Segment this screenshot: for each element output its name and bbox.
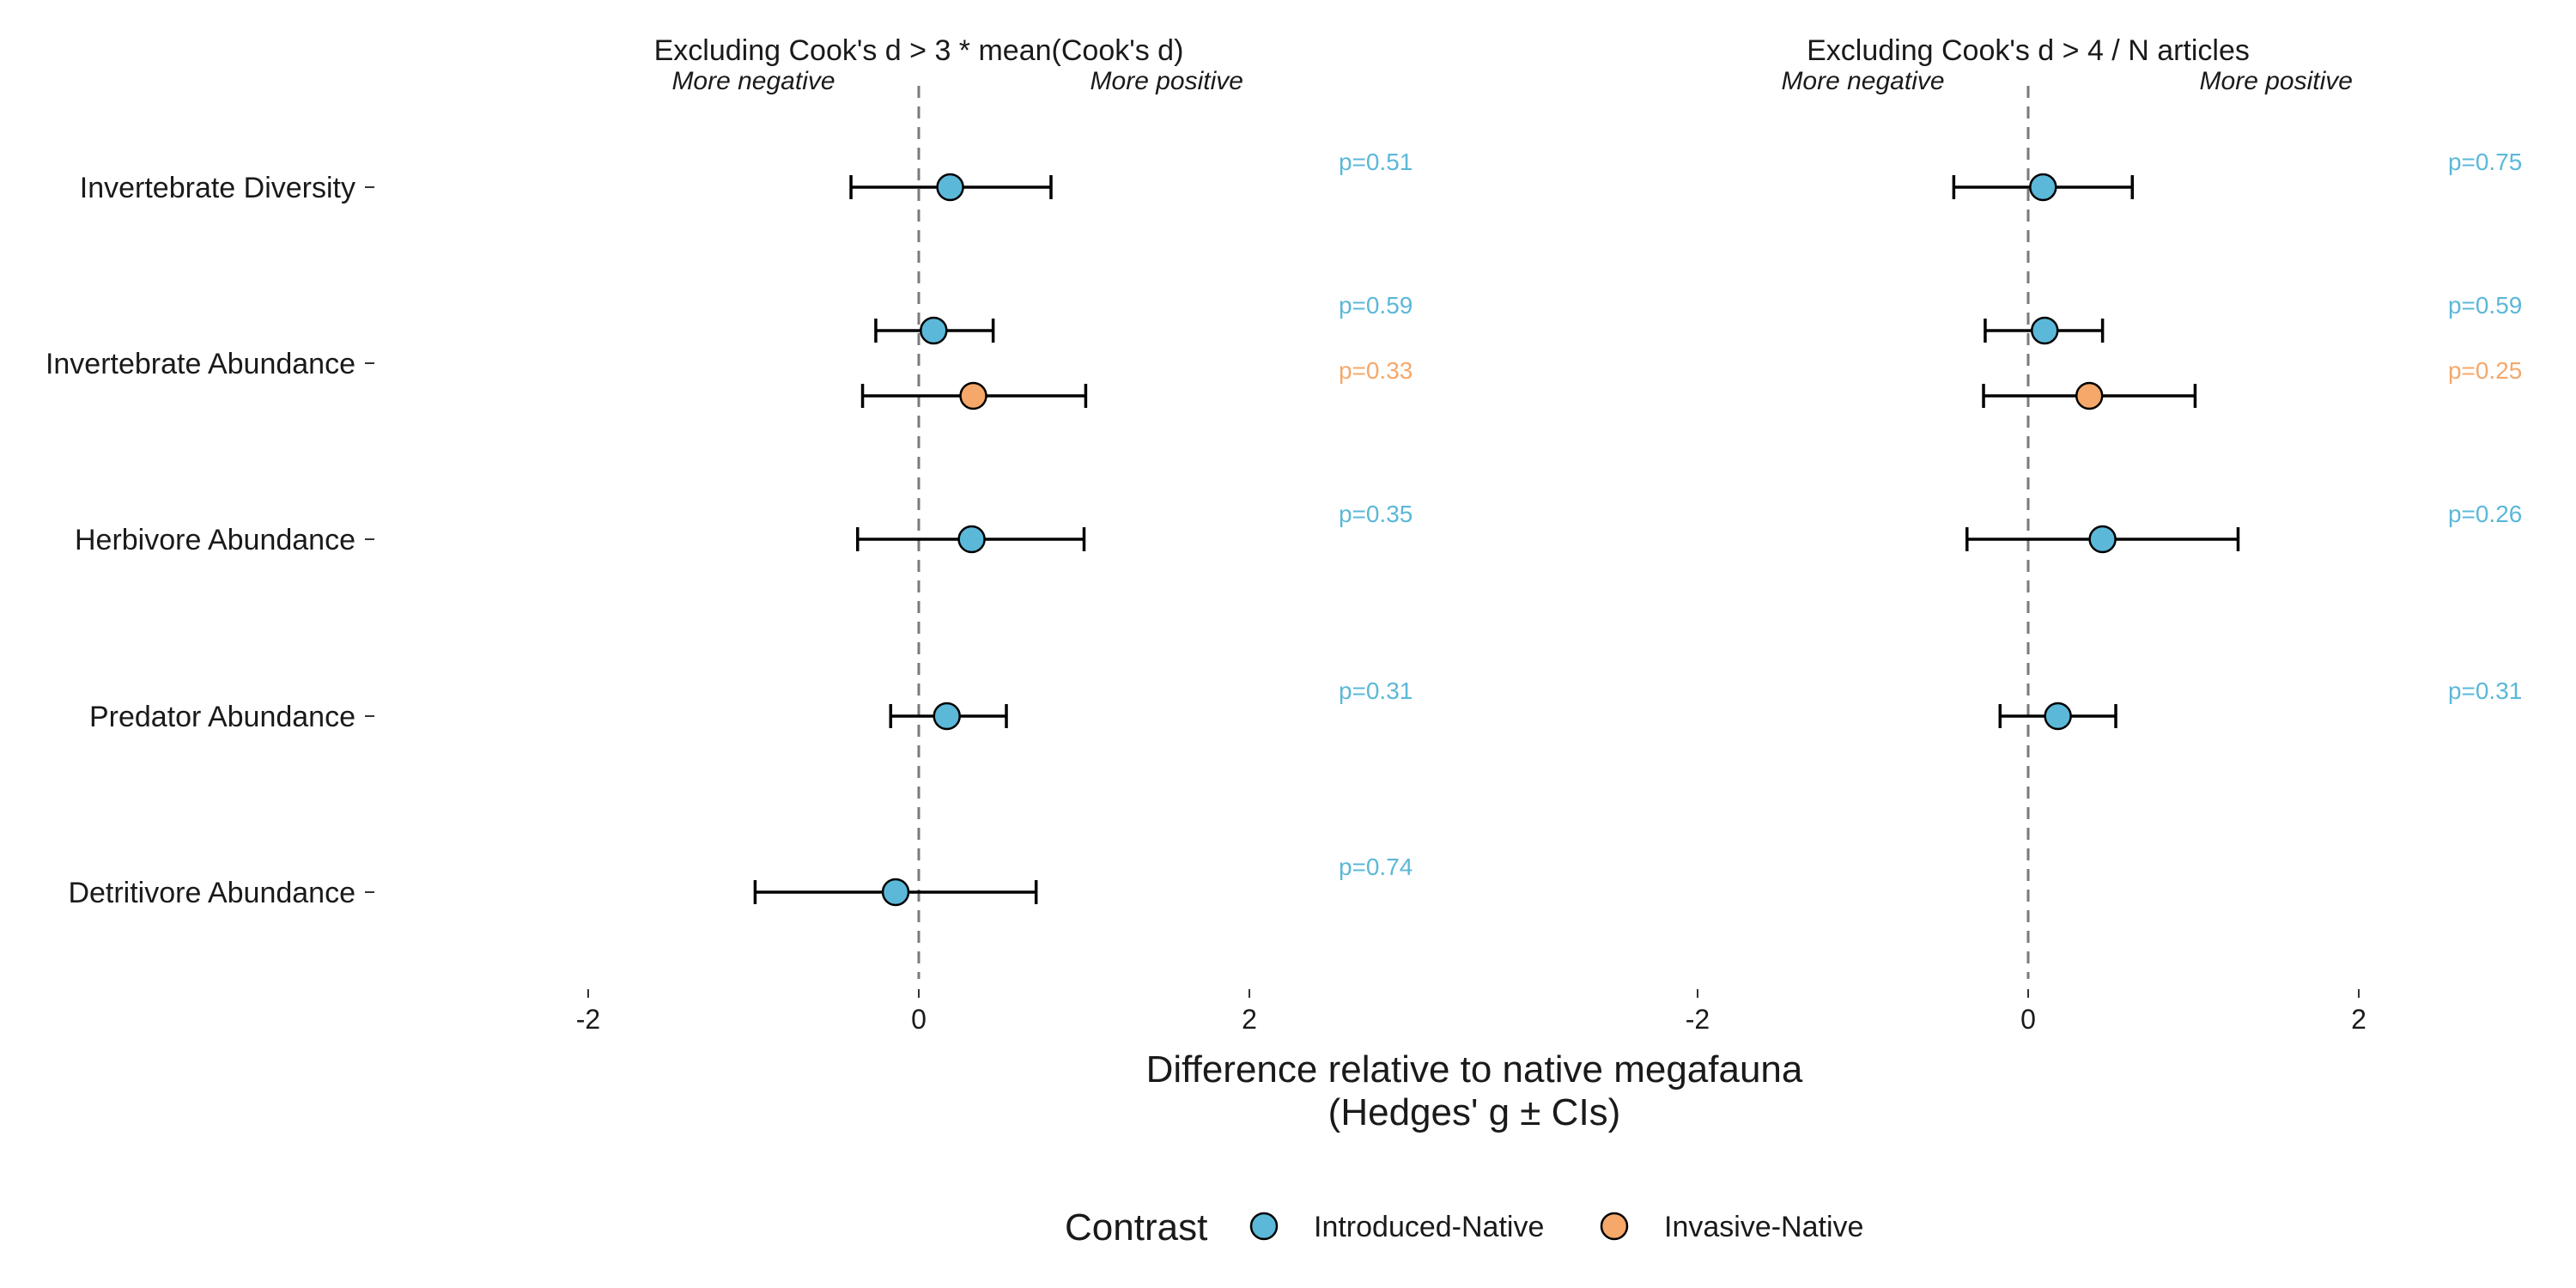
- p-value-label: p=0.75: [2448, 149, 2522, 175]
- p-value-label: p=0.35: [1339, 501, 1413, 527]
- estimate-point: [2075, 381, 2104, 410]
- data-point-group: p=0.75: [1952, 149, 2522, 202]
- data-point-group: p=0.35: [856, 501, 1413, 554]
- p-value-label: p=0.25: [2448, 357, 2522, 384]
- legend-key-invasive-native: [1600, 1212, 1629, 1241]
- p-value-label: p=0.31: [2448, 677, 2522, 704]
- x-axis-label-line2: (Hedges' g ± CIs): [1328, 1091, 1621, 1133]
- estimate-point: [933, 702, 961, 731]
- data-point-group: p=0.59: [1984, 292, 2522, 345]
- legend-title: Contrast: [1065, 1206, 1207, 1249]
- panel-1: Excluding Cook's d > 3 * mean(Cook's d)M…: [576, 34, 1413, 1035]
- data-point-group: p=0.51: [849, 149, 1413, 202]
- direction-label-negative: More negative: [671, 67, 835, 95]
- data-point-group: p=0.74: [753, 854, 1413, 907]
- p-value-label: p=0.31: [1339, 677, 1413, 704]
- estimate-point: [2044, 702, 2072, 731]
- data-point-group: p=0.31: [1998, 677, 2522, 731]
- estimate-point: [957, 525, 986, 554]
- data-point-group: p=0.26: [1965, 501, 2522, 554]
- estimate-point: [881, 878, 910, 907]
- p-value-label: p=0.59: [2448, 292, 2522, 319]
- direction-label-positive: More positive: [1091, 67, 1243, 95]
- p-value-label: p=0.74: [1339, 854, 1413, 880]
- p-value-label: p=0.26: [2448, 501, 2522, 527]
- x-tick-label: 0: [911, 1004, 927, 1035]
- legend: Contrast Introduced-Native Invasive-Nativ…: [1065, 1206, 1863, 1249]
- x-tick-label: 2: [2351, 1004, 2366, 1035]
- x-axis-label-line1: Difference relative to native megafauna: [1146, 1048, 1803, 1091]
- panel-title: Excluding Cook's d > 4 / N articles: [1807, 34, 2250, 67]
- p-value-label: p=0.51: [1339, 149, 1413, 175]
- data-point-group: p=0.25: [1982, 357, 2522, 410]
- estimate-point: [2031, 316, 2059, 345]
- legend-label: Invasive-Native: [1664, 1211, 1863, 1243]
- x-tick-label: 2: [1242, 1004, 1257, 1035]
- y-tick-label: Invertebrate Abundance: [46, 348, 355, 380]
- panels: Excluding Cook's d > 3 * mean(Cook's d)M…: [576, 34, 2523, 1035]
- x-tick-label: -2: [1686, 1004, 1710, 1035]
- estimate-point: [920, 316, 948, 345]
- direction-label-negative: More negative: [1781, 67, 1944, 95]
- direction-label-positive: More positive: [2200, 67, 2353, 95]
- p-value-label: p=0.33: [1339, 357, 1413, 384]
- estimate-point: [2088, 525, 2117, 554]
- data-point-group: p=0.59: [874, 292, 1413, 345]
- estimate-point: [936, 173, 964, 202]
- p-value-label: p=0.59: [1339, 292, 1413, 319]
- y-tick-label: Herbivore Abundance: [75, 524, 355, 556]
- x-tick-label: 0: [2020, 1004, 2036, 1035]
- y-tick-label: Invertebrate Diversity: [80, 172, 355, 204]
- y-axis-labels: Invertebrate Diversity Invertebrate Abund…: [46, 172, 374, 909]
- data-point-group: p=0.33: [860, 357, 1413, 410]
- panel-2: Excluding Cook's d > 4 / N articlesMore …: [1686, 34, 2523, 1035]
- estimate-point: [2029, 173, 2057, 202]
- y-tick-label: Detritivore Abundance: [68, 877, 355, 909]
- estimate-point: [959, 381, 987, 410]
- legend-label: Introduced-Native: [1314, 1211, 1544, 1243]
- x-tick-label: -2: [576, 1004, 600, 1035]
- legend-key-introduced-native: [1249, 1212, 1279, 1241]
- panel-title: Excluding Cook's d > 3 * mean(Cook's d): [654, 34, 1184, 67]
- y-tick-label: Predator Abundance: [89, 701, 355, 733]
- data-point-group: p=0.31: [889, 677, 1413, 731]
